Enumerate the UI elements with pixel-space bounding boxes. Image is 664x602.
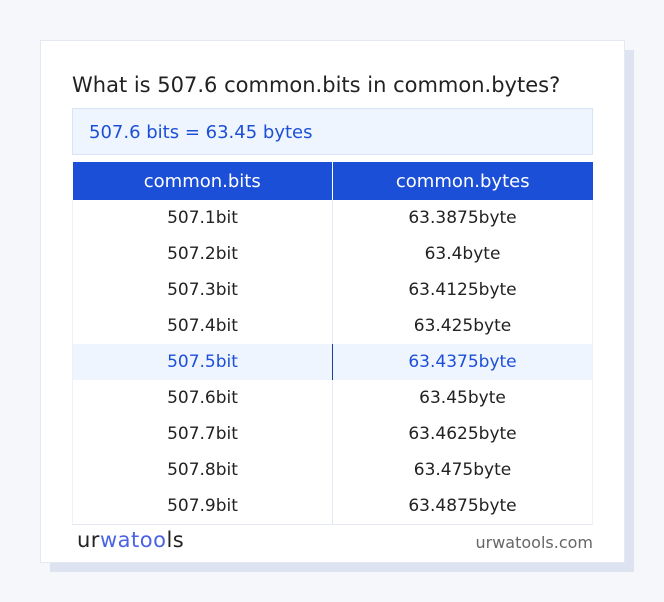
bits-cell: 507.2bit [72, 236, 333, 272]
conversion-result: 507.6 bits = 63.45 bytes [72, 108, 593, 155]
column-header-bits: common.bits [72, 162, 333, 200]
conversion-card: What is 507.6 common.bits in common.byte… [40, 40, 625, 563]
bytes-cell: 63.3875byte [332, 200, 593, 236]
bits-cell: 507.6bit [72, 380, 333, 416]
bytes-cell: 63.45byte [332, 380, 593, 416]
bytes-cell: 63.4byte [332, 236, 593, 272]
table-row: 507.8bit 63.475byte [72, 452, 593, 488]
page-title: What is 507.6 common.bits in common.byte… [72, 73, 561, 97]
table-row: 507.3bit 63.4125byte [72, 272, 593, 308]
bytes-cell: 63.4875byte [332, 488, 593, 525]
table-row: 507.9bit 63.4875byte [72, 488, 593, 525]
bytes-cell: 63.4625byte [332, 416, 593, 452]
bits-cell: 507.3bit [72, 272, 333, 308]
table-row: 507.4bit 63.425byte [72, 308, 593, 344]
bytes-cell: 63.4375byte [332, 344, 593, 380]
column-header-bytes: common.bytes [332, 162, 593, 200]
bits-cell: 507.9bit [72, 488, 333, 525]
urwatools-logo: urwatools [77, 528, 185, 552]
bits-cell: 507.1bit [72, 200, 333, 236]
table-row: 507.6bit 63.45byte [72, 380, 593, 416]
table-row: 507.1bit 63.3875byte [72, 200, 593, 236]
conversion-table: common.bits common.bytes 507.1bit 63.3875… [72, 162, 593, 525]
bytes-cell: 63.4125byte [332, 272, 593, 308]
site-url: urwatools.com [475, 533, 594, 552]
table-row: 507.2bit 63.4byte [72, 236, 593, 272]
table-row: 507.7bit 63.4625byte [72, 416, 593, 452]
bits-cell: 507.4bit [72, 308, 333, 344]
bits-cell: 507.7bit [72, 416, 333, 452]
bits-cell: 507.8bit [72, 452, 333, 488]
table-row: 507.5bit 63.4375byte [72, 344, 593, 380]
bytes-cell: 63.475byte [332, 452, 593, 488]
bits-cell: 507.5bit [72, 344, 333, 380]
bytes-cell: 63.425byte [332, 308, 593, 344]
